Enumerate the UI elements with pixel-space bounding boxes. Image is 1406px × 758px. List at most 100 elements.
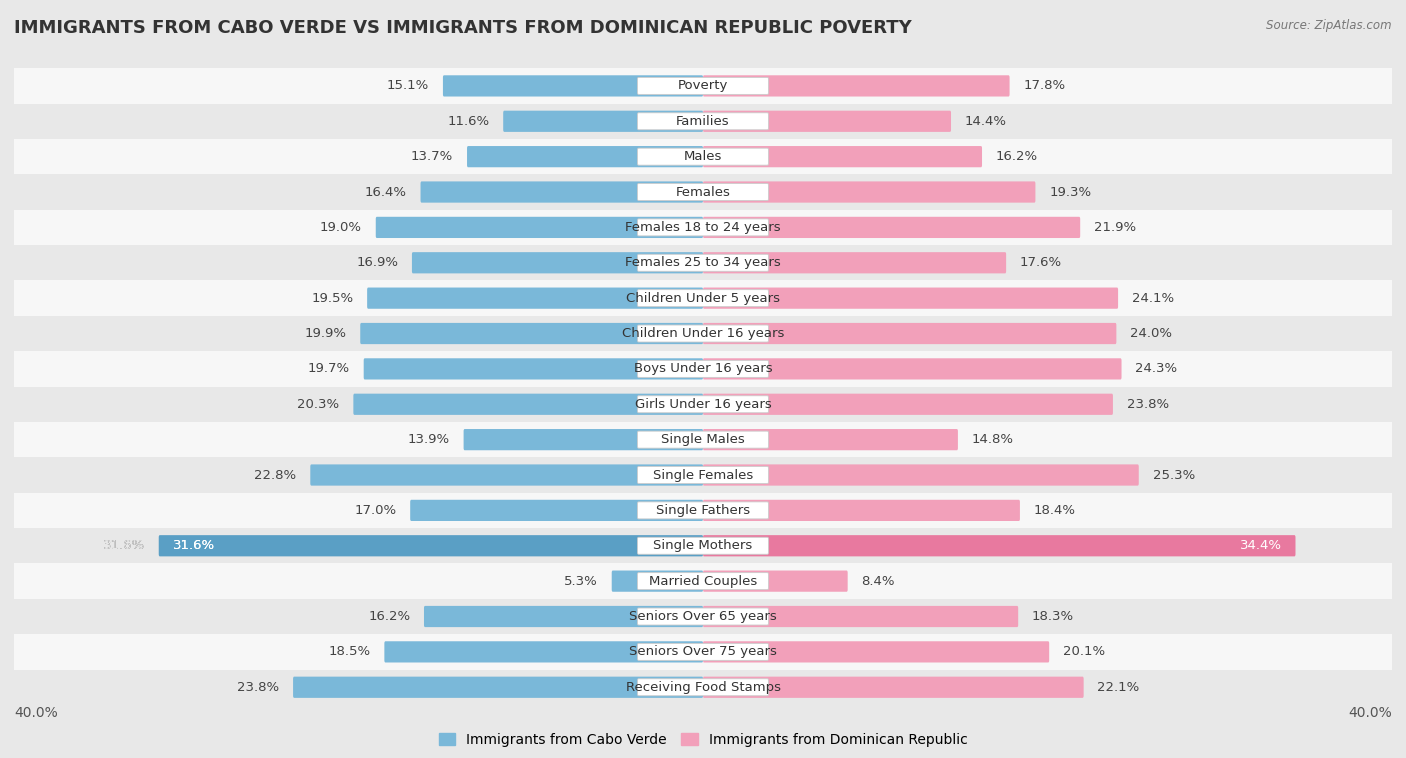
Text: 13.9%: 13.9% [408, 433, 450, 446]
Bar [14, 493, 1392, 528]
FancyBboxPatch shape [637, 537, 769, 554]
FancyBboxPatch shape [637, 254, 769, 271]
FancyBboxPatch shape [703, 181, 1035, 202]
FancyBboxPatch shape [159, 535, 703, 556]
Text: Single Males: Single Males [661, 433, 745, 446]
Text: Girls Under 16 years: Girls Under 16 years [634, 398, 772, 411]
FancyBboxPatch shape [703, 641, 1049, 662]
Text: Poverty: Poverty [678, 80, 728, 92]
FancyBboxPatch shape [425, 606, 703, 627]
Text: 16.4%: 16.4% [364, 186, 406, 199]
Text: 19.3%: 19.3% [1049, 186, 1091, 199]
Text: 11.6%: 11.6% [447, 114, 489, 128]
FancyBboxPatch shape [311, 465, 703, 486]
FancyBboxPatch shape [375, 217, 703, 238]
Text: 14.8%: 14.8% [972, 433, 1014, 446]
FancyBboxPatch shape [703, 287, 1118, 309]
Text: Married Couples: Married Couples [650, 575, 756, 587]
Text: IMMIGRANTS FROM CABO VERDE VS IMMIGRANTS FROM DOMINICAN REPUBLIC POVERTY: IMMIGRANTS FROM CABO VERDE VS IMMIGRANTS… [14, 19, 912, 37]
Text: 19.7%: 19.7% [308, 362, 350, 375]
FancyBboxPatch shape [637, 466, 769, 484]
Bar [14, 351, 1392, 387]
Text: 20.3%: 20.3% [298, 398, 340, 411]
Text: Receiving Food Stamps: Receiving Food Stamps [626, 681, 780, 694]
Bar [14, 139, 1392, 174]
FancyBboxPatch shape [703, 252, 1007, 274]
FancyBboxPatch shape [637, 113, 769, 130]
Text: 23.8%: 23.8% [1126, 398, 1168, 411]
Bar [14, 634, 1392, 669]
Text: 17.8%: 17.8% [1024, 80, 1066, 92]
Text: Boys Under 16 years: Boys Under 16 years [634, 362, 772, 375]
FancyBboxPatch shape [411, 500, 703, 521]
FancyBboxPatch shape [612, 571, 703, 592]
Bar [14, 669, 1392, 705]
Bar [14, 599, 1392, 634]
FancyBboxPatch shape [637, 290, 769, 307]
Legend: Immigrants from Cabo Verde, Immigrants from Dominican Republic: Immigrants from Cabo Verde, Immigrants f… [433, 727, 973, 752]
Bar [14, 316, 1392, 351]
FancyBboxPatch shape [637, 608, 769, 625]
Bar [14, 563, 1392, 599]
Text: 18.3%: 18.3% [1032, 610, 1074, 623]
Text: 14.4%: 14.4% [965, 114, 1007, 128]
FancyBboxPatch shape [637, 644, 769, 660]
FancyBboxPatch shape [384, 641, 703, 662]
Text: Source: ZipAtlas.com: Source: ZipAtlas.com [1267, 19, 1392, 32]
Text: Children Under 5 years: Children Under 5 years [626, 292, 780, 305]
FancyBboxPatch shape [412, 252, 703, 274]
FancyBboxPatch shape [703, 393, 1114, 415]
Text: 31.6%: 31.6% [173, 539, 215, 553]
Text: Single Females: Single Females [652, 468, 754, 481]
FancyBboxPatch shape [703, 323, 1116, 344]
Text: Families: Families [676, 114, 730, 128]
Text: Seniors Over 75 years: Seniors Over 75 years [628, 645, 778, 659]
FancyBboxPatch shape [364, 359, 703, 380]
Text: 13.7%: 13.7% [411, 150, 453, 163]
FancyBboxPatch shape [703, 146, 981, 168]
Bar [14, 104, 1392, 139]
FancyBboxPatch shape [292, 677, 703, 698]
Text: 31.6%: 31.6% [173, 539, 215, 553]
Text: Seniors Over 65 years: Seniors Over 65 years [628, 610, 778, 623]
Text: 16.2%: 16.2% [995, 150, 1038, 163]
Bar [14, 422, 1392, 457]
Text: 23.8%: 23.8% [238, 681, 280, 694]
Text: 18.5%: 18.5% [329, 645, 371, 659]
FancyBboxPatch shape [703, 111, 950, 132]
Text: Males: Males [683, 150, 723, 163]
Text: 16.2%: 16.2% [368, 610, 411, 623]
Text: 34.4%: 34.4% [1240, 539, 1282, 553]
Text: 21.9%: 21.9% [1094, 221, 1136, 234]
FancyBboxPatch shape [637, 678, 769, 696]
FancyBboxPatch shape [703, 677, 1084, 698]
Bar [14, 280, 1392, 316]
FancyBboxPatch shape [353, 393, 703, 415]
FancyBboxPatch shape [637, 396, 769, 413]
FancyBboxPatch shape [637, 360, 769, 377]
FancyBboxPatch shape [703, 606, 1018, 627]
FancyBboxPatch shape [443, 75, 703, 96]
FancyBboxPatch shape [637, 77, 769, 95]
FancyBboxPatch shape [464, 429, 703, 450]
FancyBboxPatch shape [637, 431, 769, 448]
FancyBboxPatch shape [637, 219, 769, 236]
FancyBboxPatch shape [637, 183, 769, 201]
Text: 31.6%: 31.6% [103, 539, 145, 553]
Text: 19.5%: 19.5% [311, 292, 353, 305]
Text: 24.1%: 24.1% [1132, 292, 1174, 305]
FancyBboxPatch shape [367, 287, 703, 309]
Text: 22.1%: 22.1% [1098, 681, 1140, 694]
FancyBboxPatch shape [637, 148, 769, 165]
FancyBboxPatch shape [503, 111, 703, 132]
Text: 24.3%: 24.3% [1135, 362, 1177, 375]
Bar [14, 528, 1392, 563]
FancyBboxPatch shape [703, 359, 1122, 380]
FancyBboxPatch shape [703, 217, 1080, 238]
Text: 40.0%: 40.0% [1348, 706, 1392, 719]
Text: 18.4%: 18.4% [1033, 504, 1076, 517]
Text: 19.0%: 19.0% [321, 221, 361, 234]
FancyBboxPatch shape [703, 500, 1019, 521]
Text: 40.0%: 40.0% [14, 706, 58, 719]
Text: Females 25 to 34 years: Females 25 to 34 years [626, 256, 780, 269]
